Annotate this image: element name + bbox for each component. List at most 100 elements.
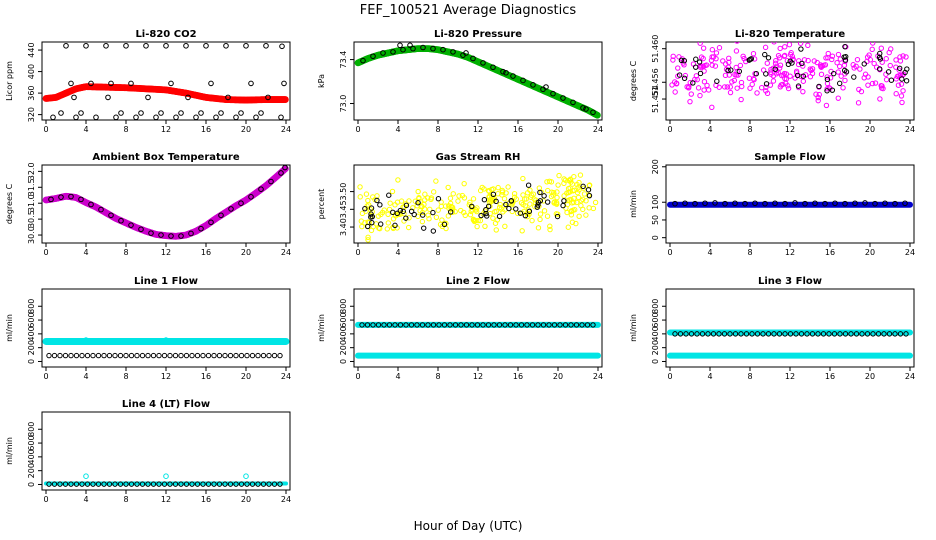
data-point (57, 352, 63, 359)
data-point (751, 76, 757, 83)
data-point (790, 57, 796, 63)
data-point (79, 352, 85, 359)
data-point (381, 322, 387, 328)
data-point (537, 211, 544, 217)
data-point (485, 322, 492, 328)
data-point (475, 217, 481, 224)
data-point (594, 111, 601, 119)
series-1 (83, 473, 249, 479)
data-point (414, 203, 420, 209)
x-tick-label: 24 (905, 125, 915, 134)
data-point (586, 192, 593, 199)
data-point (510, 73, 516, 79)
y-tick-label: 400 (27, 449, 36, 464)
data-point (183, 481, 190, 487)
data-point (455, 198, 461, 204)
data-point (379, 209, 386, 216)
data-point (798, 73, 804, 80)
figure-x-axis-label: Hour of Day (UTC) (414, 519, 523, 533)
data-point (503, 69, 509, 76)
x-tick-label: 4 (707, 248, 712, 257)
data-point (480, 60, 486, 66)
y-axis-label: ml/min (629, 190, 638, 218)
data-point (173, 114, 179, 120)
data-point (392, 202, 398, 208)
data-layer (357, 172, 599, 243)
plot-frame (41, 288, 291, 368)
data-point (703, 62, 710, 68)
data-point (568, 322, 574, 328)
data-point (233, 481, 239, 487)
data-point (98, 206, 104, 213)
y-tick-label: 200 (27, 340, 36, 355)
data-point (701, 87, 707, 93)
data-point (897, 58, 904, 64)
data-point (485, 203, 492, 210)
data-point (561, 180, 567, 187)
data-point (560, 202, 566, 209)
data-point (442, 203, 449, 209)
data-point (551, 199, 558, 205)
data-point (554, 213, 561, 220)
data-point (138, 226, 144, 233)
x-tick-label: 24 (905, 372, 915, 381)
data-point (282, 165, 288, 171)
data-point (233, 352, 239, 359)
data-point (530, 82, 536, 88)
y-tick-label: 600 (27, 312, 36, 327)
data-point (708, 57, 715, 63)
data-point (244, 481, 250, 487)
data-point (359, 210, 366, 217)
data-point (800, 78, 807, 84)
data-point (253, 114, 259, 120)
data-point (158, 232, 164, 238)
panel-title: Line 4 (LT) Flow (122, 399, 210, 410)
x-tick-label: 8 (747, 372, 752, 381)
data-point (783, 71, 790, 77)
data-point (470, 216, 477, 222)
data-point (490, 64, 496, 71)
x-tick-label: 20 (241, 372, 251, 381)
data-point (716, 45, 723, 51)
data-point (233, 114, 239, 120)
data-point (722, 200, 728, 207)
x-tick-label: 16 (201, 495, 211, 504)
data-point (854, 56, 861, 63)
data-point (368, 205, 375, 211)
data-point (842, 77, 848, 84)
data-point (695, 85, 702, 91)
data-point (50, 114, 56, 120)
data-point (200, 352, 206, 359)
data-point (438, 203, 445, 210)
data-point (496, 213, 503, 219)
data-point (505, 184, 511, 190)
data-point (68, 193, 74, 200)
data-point (727, 84, 733, 90)
data-point (811, 58, 818, 64)
data-point (746, 57, 752, 63)
data-point (375, 213, 382, 219)
data-point (227, 481, 234, 487)
data-point (408, 208, 415, 215)
x-tick-label: 4 (83, 248, 88, 257)
data-point (876, 66, 883, 72)
y-tick-label: 800 (651, 299, 660, 314)
data-point (369, 219, 375, 226)
x-tick-label: 12 (161, 495, 171, 504)
data-point (682, 72, 689, 79)
data-point (562, 322, 569, 328)
data-point (495, 184, 501, 191)
x-tick-label: 24 (281, 495, 291, 504)
data-point (490, 215, 496, 221)
x-tick-label: 20 (241, 495, 251, 504)
data-point (522, 212, 529, 219)
data-point (550, 90, 556, 97)
data-point (823, 55, 829, 61)
data-point (795, 83, 802, 89)
data-point (278, 170, 284, 176)
data-point (763, 84, 769, 90)
data-point (498, 206, 504, 212)
data-point (222, 481, 228, 487)
data-point (770, 78, 777, 84)
y-tick-label: 400 (27, 64, 36, 79)
